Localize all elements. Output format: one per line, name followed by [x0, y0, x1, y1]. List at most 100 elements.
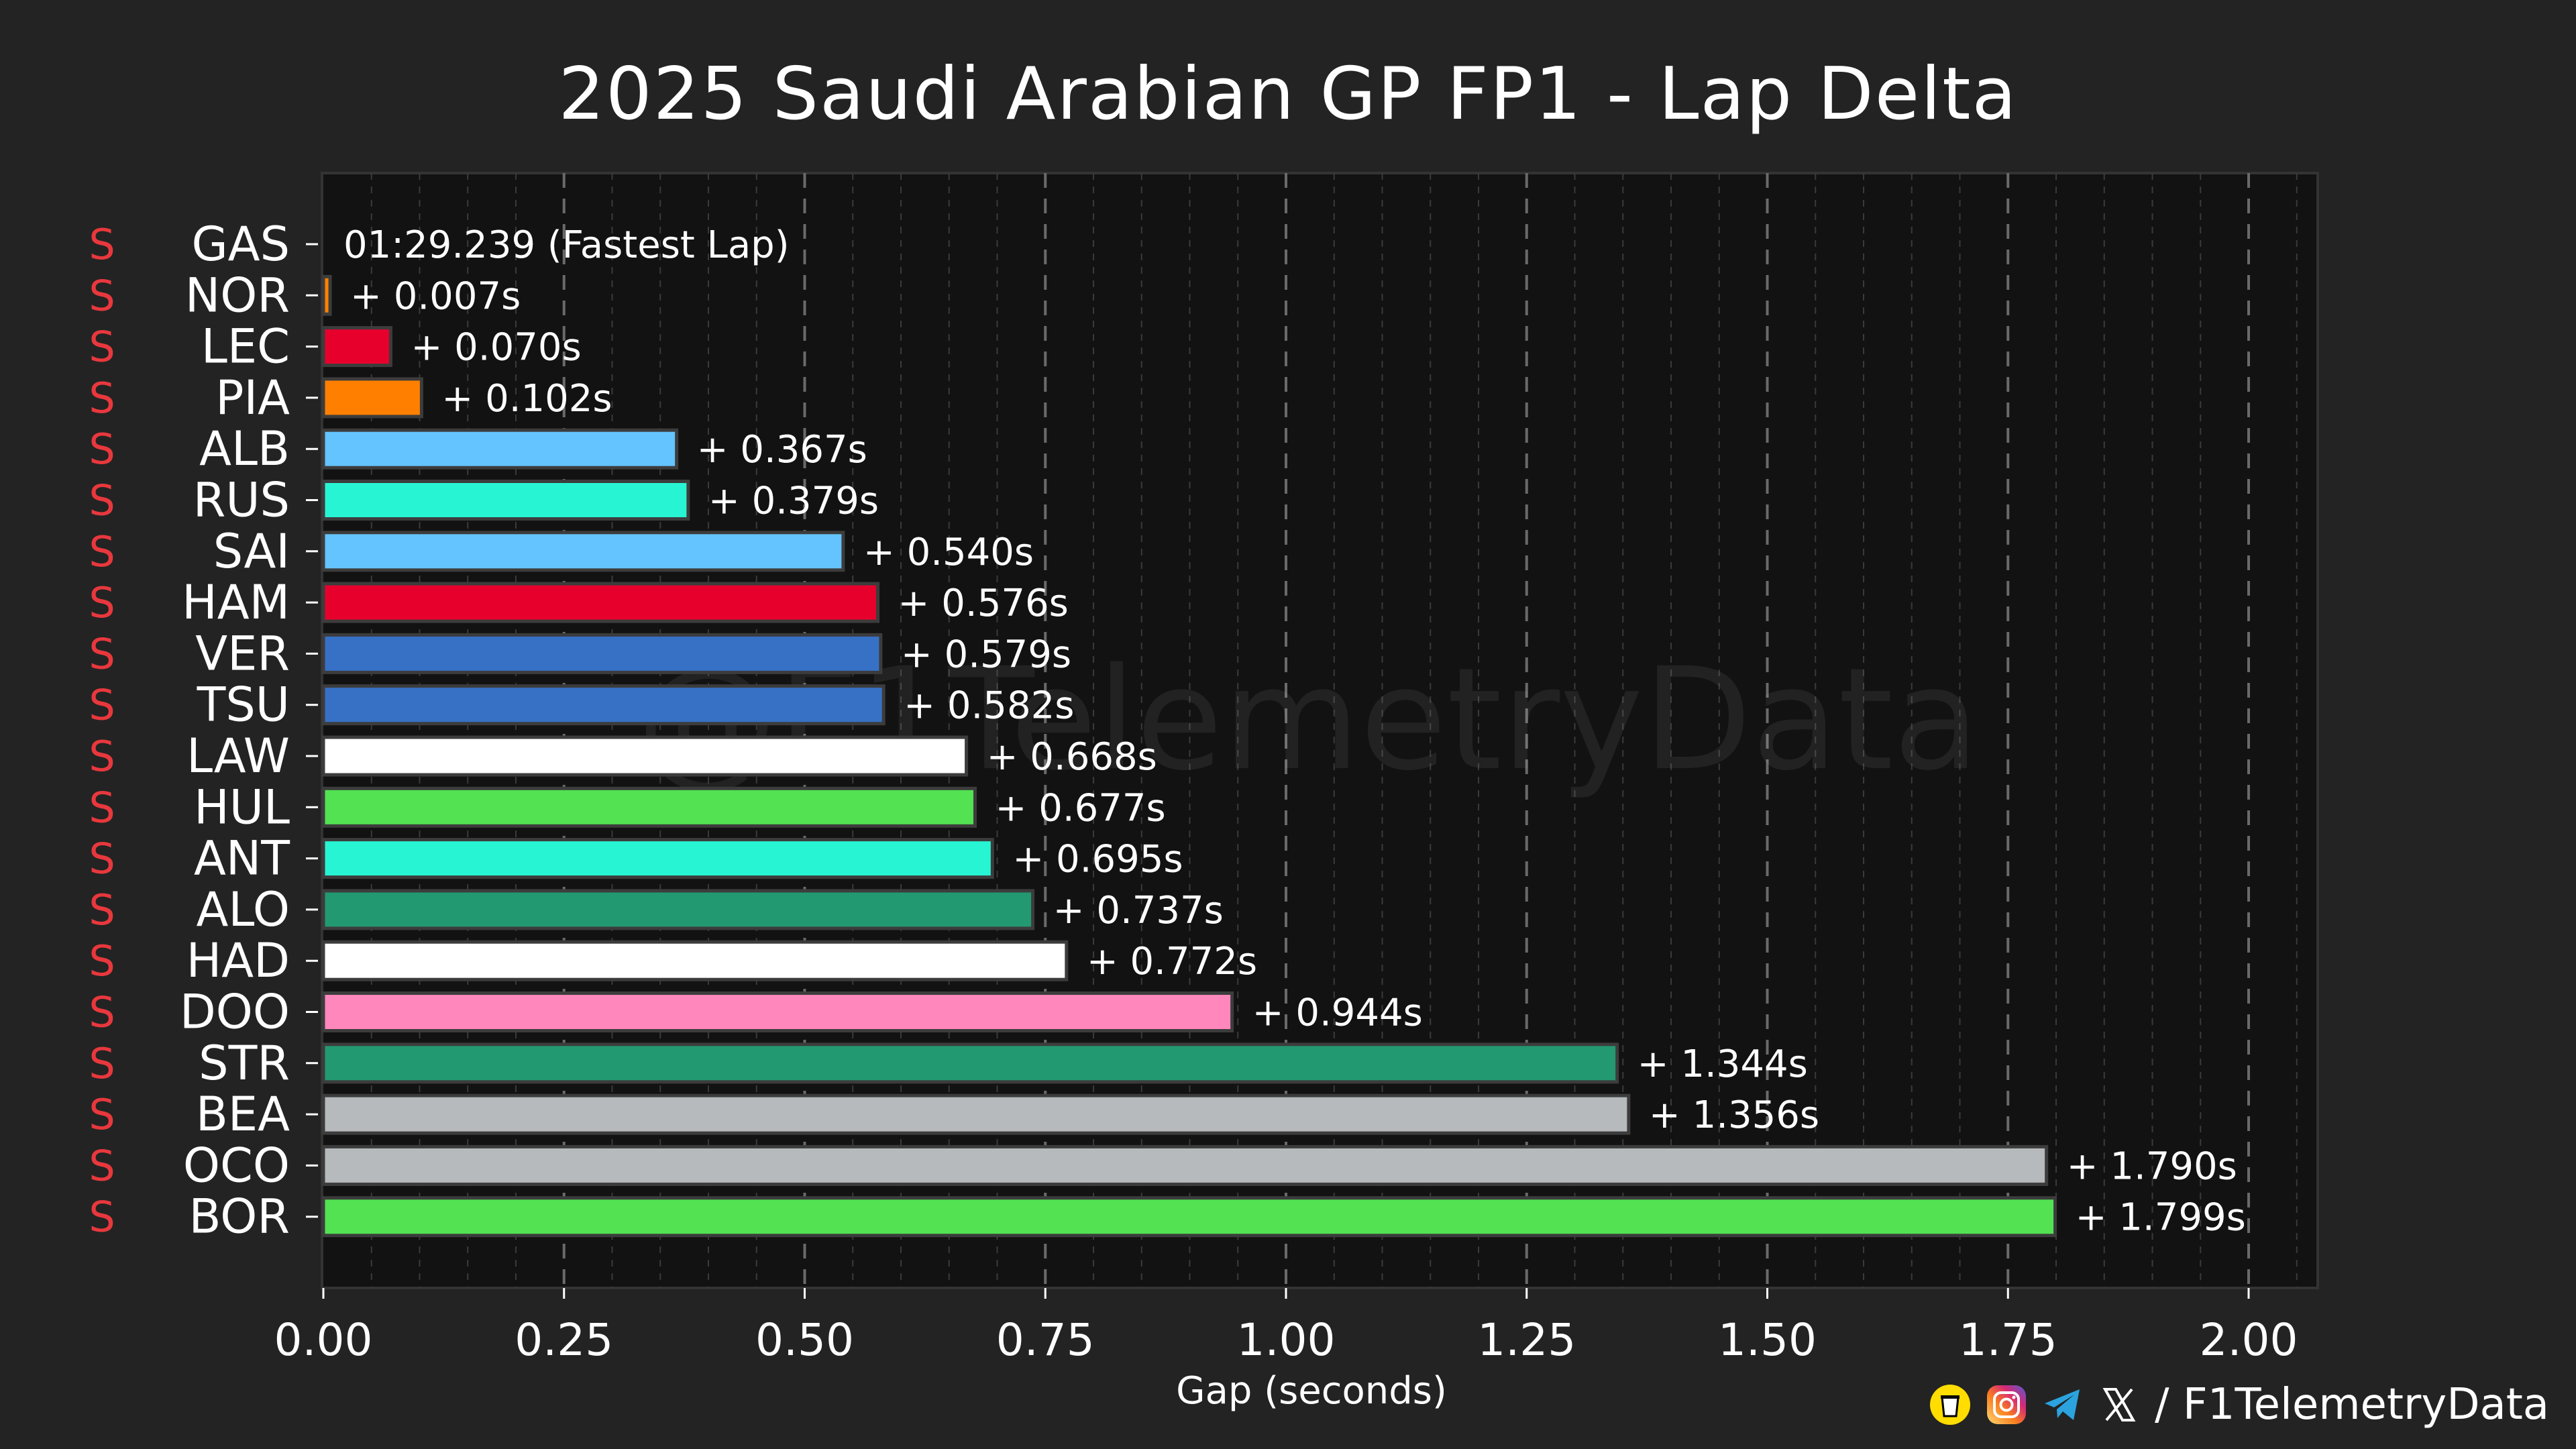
driver-label: LAW — [186, 729, 290, 784]
tyre-label: S — [89, 527, 115, 576]
bar-bor — [321, 1196, 2057, 1238]
bar-sai — [321, 531, 845, 572]
bar-hul — [321, 786, 977, 828]
bar-value-label: + 0.540s — [863, 531, 1034, 574]
bars: 01:29.239 (Fastest Lap) + 0.007s + 0.070s +… — [321, 223, 2246, 1240]
bar-oco — [321, 1144, 2049, 1186]
bar-value-label: + 0.576s — [898, 582, 1069, 625]
driver-label: BEA — [196, 1087, 290, 1142]
bar-value-label: + 0.579s — [901, 633, 1071, 676]
tyre-label: S — [89, 681, 115, 730]
buymeacoffee-icon[interactable] — [1929, 1384, 1971, 1426]
driver-label: ANT — [194, 831, 290, 886]
bar-law — [321, 735, 969, 777]
tyre-label: S — [89, 1141, 115, 1190]
y-axis-labels: S GAS S NOR S LEC S PIA S ALB S RUS S SAI S HAM S VER S TSU… — [89, 217, 318, 1244]
driver-label: HAM — [182, 575, 290, 630]
x-tick-label: 1.75 — [1959, 1314, 2057, 1366]
x-tick-label: 0.00 — [274, 1314, 373, 1366]
tyre-label: S — [89, 936, 115, 985]
tyre-label: S — [89, 1090, 115, 1139]
x-tick-label: 1.25 — [1477, 1314, 1576, 1366]
driver-label: VER — [195, 626, 290, 681]
x-tick-label: 0.25 — [515, 1314, 613, 1366]
x-tick-label: 0.50 — [755, 1314, 854, 1366]
tyre-label: S — [89, 374, 115, 423]
tyre-label: S — [89, 476, 115, 525]
bar-str — [321, 1042, 1619, 1084]
tyre-label: S — [89, 578, 115, 627]
driver-label: TSU — [197, 678, 290, 733]
driver-label: BOR — [189, 1189, 290, 1244]
driver-label: HUL — [194, 780, 290, 835]
x-tick-label: 0.75 — [996, 1314, 1095, 1366]
driver-label: RUS — [193, 473, 290, 528]
bar-doo — [321, 991, 1234, 1032]
tyre-label: S — [89, 220, 115, 269]
bar-tsu — [321, 684, 885, 726]
tyre-label: S — [89, 629, 115, 678]
x-icon[interactable] — [2098, 1384, 2140, 1426]
driver-label: STR — [199, 1036, 290, 1091]
bar-pia — [321, 377, 423, 419]
footer: / F1TelemetryData — [1929, 1378, 2549, 1432]
bar-value-label: + 0.070s — [411, 326, 581, 370]
tyre-label: S — [89, 323, 115, 372]
bar-bea — [321, 1093, 1631, 1135]
bar-value-label: + 1.356s — [1649, 1093, 1819, 1137]
tyre-label: S — [89, 988, 115, 1037]
bar-nor — [321, 274, 332, 316]
instagram-icon[interactable] — [1986, 1384, 2027, 1426]
tyre-label: S — [89, 783, 115, 832]
x-tick-label: 1.00 — [1237, 1314, 1336, 1366]
x-axis-ticks: 0.00 0.25 0.50 0.75 1.00 1.25 1.50 1.75 2.00 — [274, 1288, 2298, 1366]
tyre-label: S — [89, 1193, 115, 1242]
bar-value-label: + 0.677s — [995, 786, 1165, 830]
bar-rus — [321, 480, 690, 521]
chart-title: 2025 Saudi Arabian GP FP1 - Lap Delta — [558, 52, 2018, 136]
driver-label: ALO — [197, 882, 290, 937]
bar-value-label: + 1.799s — [2076, 1196, 2246, 1240]
tyre-label: S — [89, 885, 115, 934]
bar-value-label: + 0.737s — [1053, 889, 1224, 932]
driver-label: GAS — [191, 217, 290, 272]
bar-value-label: + 1.344s — [1638, 1042, 1808, 1086]
driver-label: PIA — [215, 370, 290, 425]
x-tick-label: 2.00 — [2200, 1314, 2298, 1366]
bar-value-label: + 0.668s — [987, 735, 1157, 779]
tyre-label: S — [89, 732, 115, 781]
bar-value-label: + 0.367s — [697, 428, 867, 472]
bar-had — [321, 940, 1069, 981]
bar-ant — [321, 838, 994, 879]
driver-label: ALB — [199, 421, 290, 476]
bar-alb — [321, 428, 679, 470]
bar-value-label: 01:29.239 (Fastest Lap) — [343, 223, 790, 267]
bar-ham — [321, 582, 880, 623]
bar-value-label: + 0.695s — [1012, 838, 1183, 881]
bar-value-label: + 0.102s — [441, 377, 612, 421]
x-tick-label: 1.50 — [1718, 1314, 1817, 1366]
bar-value-label: + 0.379s — [708, 480, 879, 523]
bar-alo — [321, 889, 1035, 930]
driver-label: LEC — [201, 319, 290, 374]
tyre-label: S — [89, 1039, 115, 1088]
bar-lec — [321, 326, 392, 368]
telegram-icon[interactable] — [2042, 1384, 2084, 1426]
x-axis-label: Gap (seconds) — [1176, 1369, 1447, 1413]
tyre-label: S — [89, 271, 115, 320]
bar-ver — [321, 633, 883, 674]
bar-value-label: + 1.790s — [2067, 1144, 2237, 1188]
driver-label: NOR — [185, 268, 290, 323]
driver-label: SAI — [213, 524, 290, 579]
tyre-label: S — [89, 835, 115, 883]
driver-label: DOO — [180, 985, 290, 1040]
bar-value-label: + 0.772s — [1087, 940, 1257, 983]
tyre-label: S — [89, 425, 115, 474]
bar-value-label: + 0.582s — [904, 684, 1074, 728]
driver-label: HAD — [186, 933, 290, 988]
bar-value-label: + 0.944s — [1252, 991, 1423, 1035]
bar-value-label: + 0.007s — [350, 274, 521, 318]
footer-handle: / F1TelemetryData — [2155, 1380, 2549, 1430]
driver-label: OCO — [183, 1138, 290, 1193]
